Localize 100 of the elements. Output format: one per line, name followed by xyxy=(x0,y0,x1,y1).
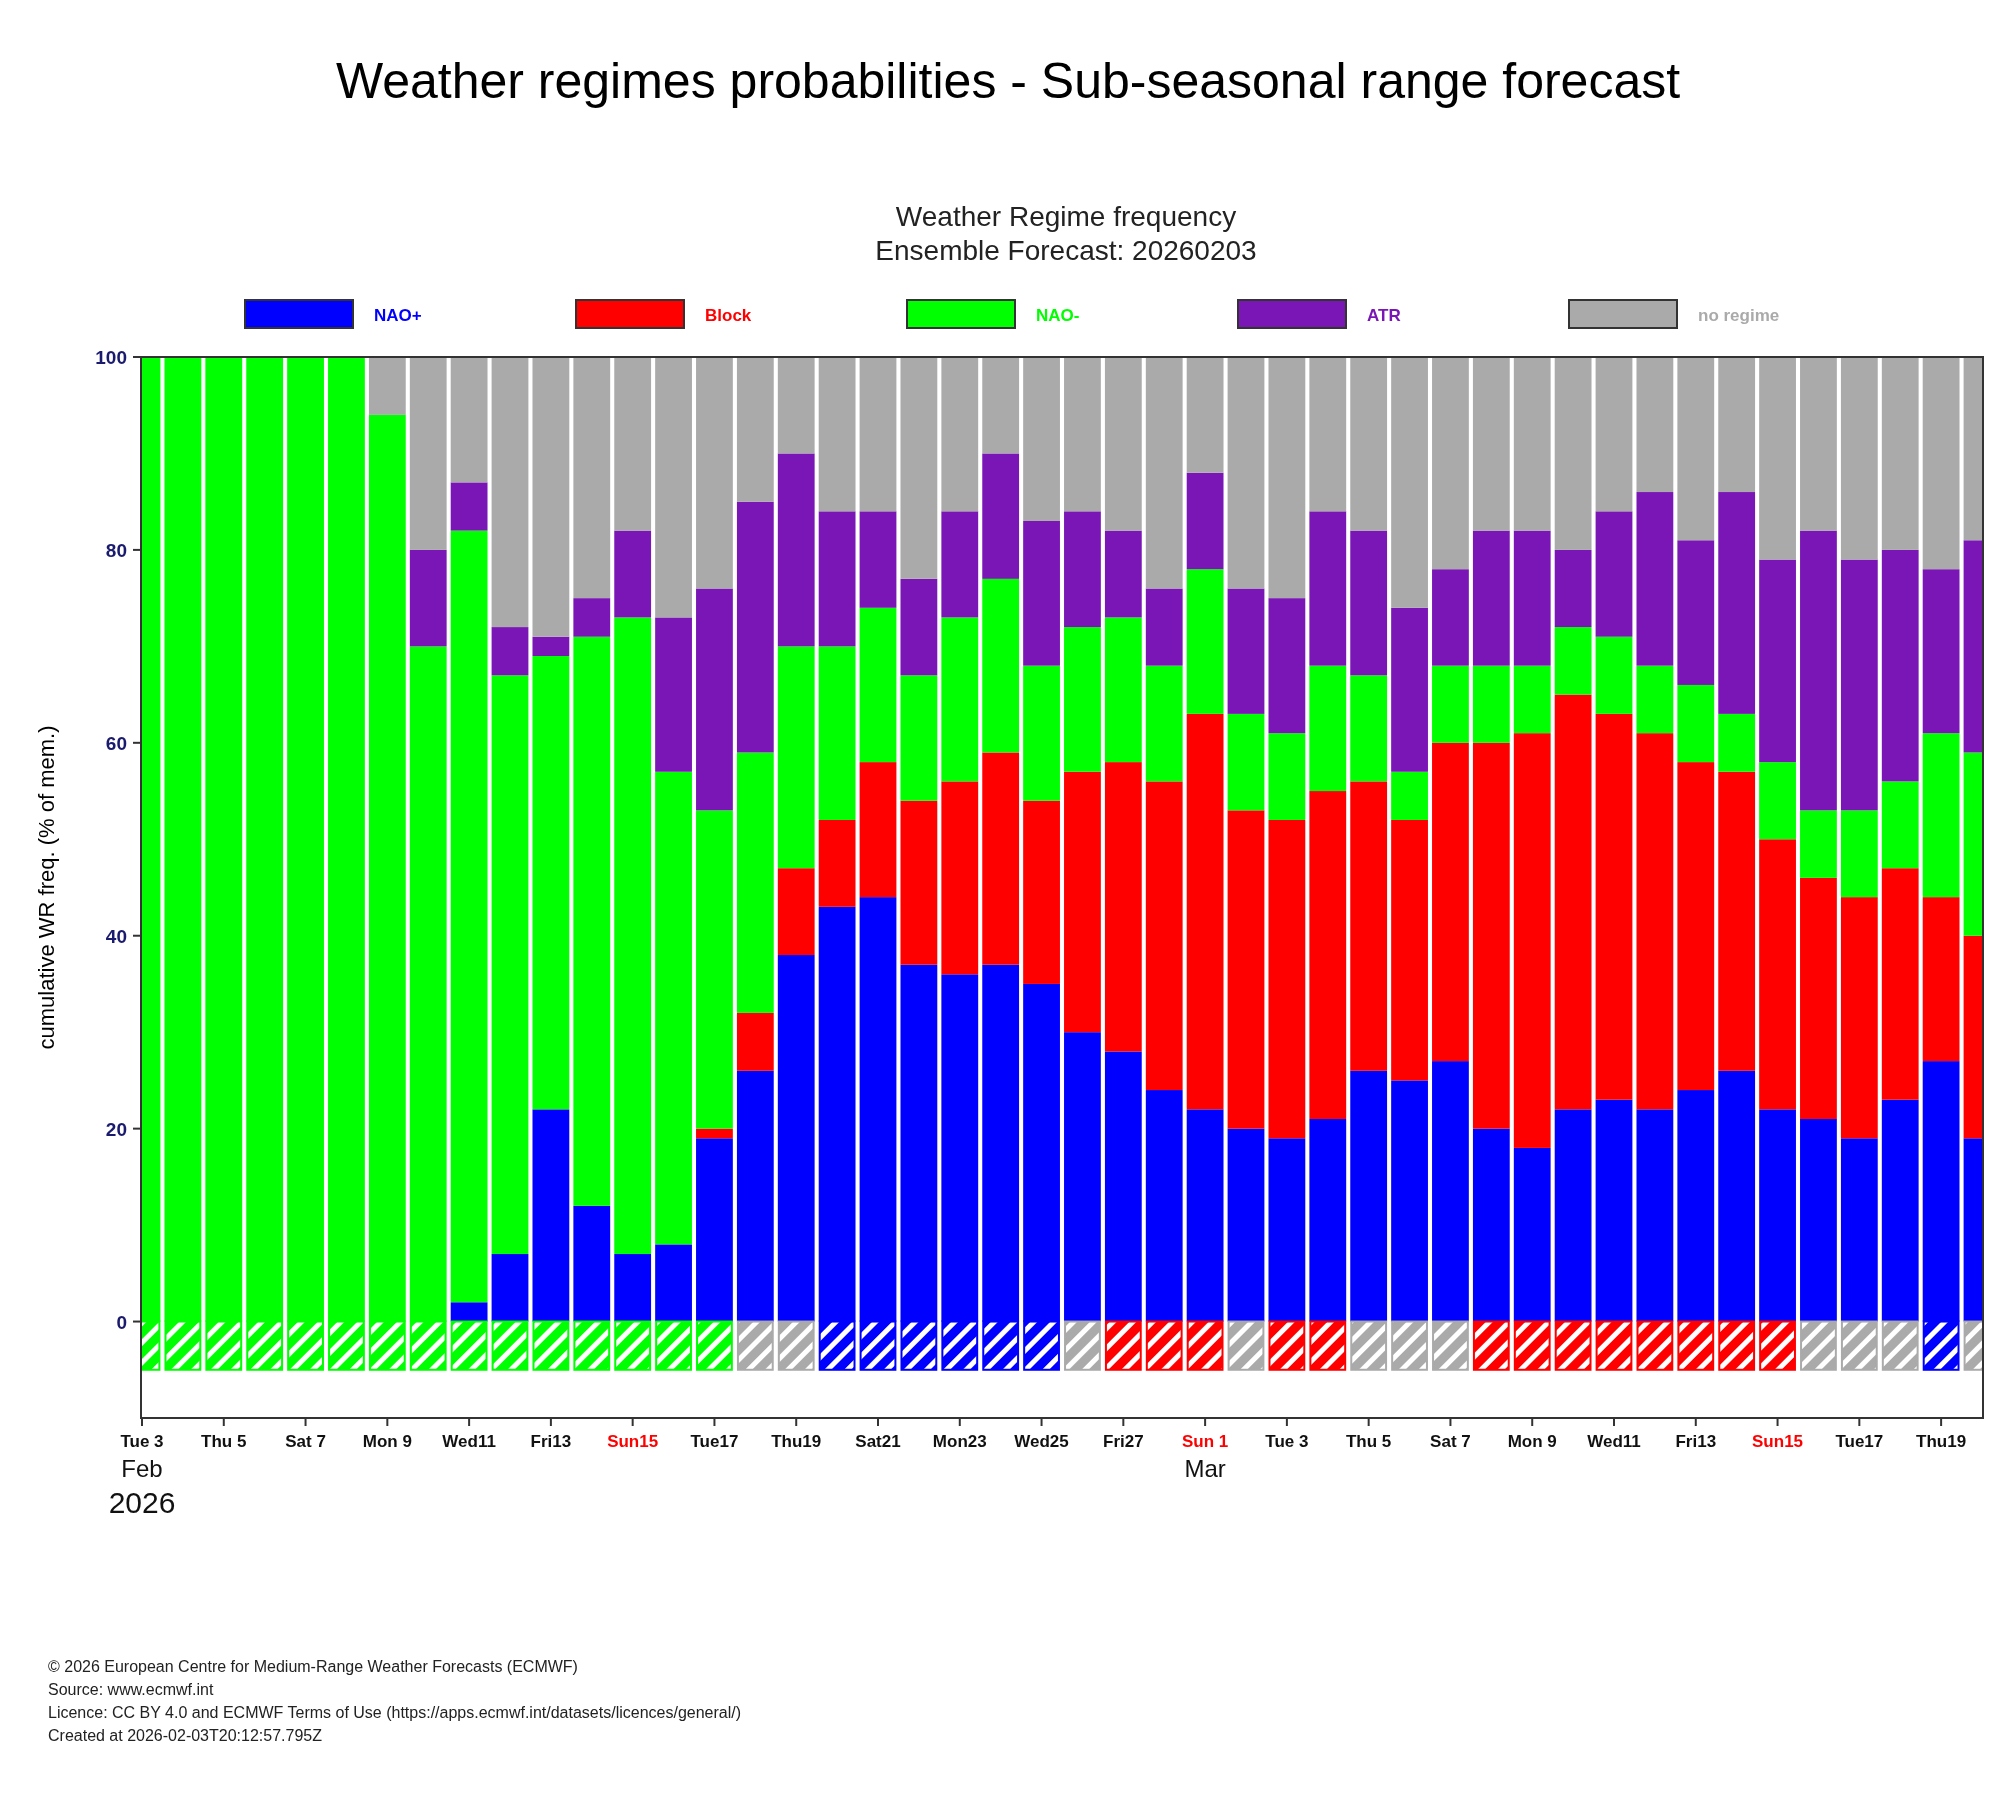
chart-subtitle: Weather Regime frequency Ensemble Forecast: 20260203 xyxy=(875,201,1257,266)
x-tick-label: Sat 7 xyxy=(285,1432,326,1451)
bar xyxy=(1636,357,1674,493)
chart-title: Weather regimes probabilities - Sub-seasonal range forecast xyxy=(335,53,1681,109)
bar xyxy=(491,675,529,1255)
bar xyxy=(1391,357,1428,608)
bar xyxy=(1677,762,1715,1091)
bar xyxy=(1104,357,1142,531)
bar xyxy=(818,819,856,907)
bar xyxy=(1677,540,1715,685)
bar xyxy=(1350,357,1388,531)
bar xyxy=(1472,357,1510,531)
x-tick-label: Sun 1 Mar xyxy=(1181,1432,1229,1482)
x-tick-label: Sun15 xyxy=(1752,1432,1804,1451)
bar xyxy=(1554,357,1592,550)
x-tick-label: Wed25 xyxy=(1014,1432,1069,1451)
bar xyxy=(1513,530,1551,666)
bar xyxy=(1922,733,1960,898)
bar xyxy=(1023,665,1060,801)
bar xyxy=(1064,357,1101,512)
bar xyxy=(1023,520,1060,666)
bar xyxy=(1718,713,1756,772)
bar xyxy=(736,357,774,502)
bar xyxy=(1718,771,1756,1071)
bar xyxy=(1636,733,1674,1110)
x-tick-label: Thu19 xyxy=(1916,1432,1967,1451)
bar xyxy=(1145,357,1183,589)
bar xyxy=(982,752,1020,965)
bar xyxy=(1881,868,1919,1100)
bar xyxy=(1595,636,1633,714)
bar xyxy=(1145,781,1183,1091)
bar xyxy=(614,617,652,1255)
bar xyxy=(859,607,897,763)
bar xyxy=(1554,627,1592,695)
bar xyxy=(1595,713,1633,1100)
bar xyxy=(1432,357,1469,570)
bar xyxy=(1268,733,1306,820)
bar xyxy=(1800,810,1837,878)
bar xyxy=(859,762,897,898)
bar xyxy=(1759,357,1796,560)
bar xyxy=(696,357,733,589)
y-tick-label: 80 xyxy=(105,539,127,561)
bar xyxy=(1554,549,1592,628)
x-tick-label: Thu 5 xyxy=(1345,1432,1392,1451)
bar xyxy=(941,357,979,512)
y-tick-label: 40 xyxy=(105,925,127,947)
bar xyxy=(491,627,529,676)
bar xyxy=(655,771,692,1245)
bar xyxy=(818,646,856,820)
bar xyxy=(982,578,1020,753)
bar xyxy=(1472,530,1510,666)
bar xyxy=(818,357,856,512)
bar xyxy=(1186,472,1224,570)
bar xyxy=(1800,357,1837,531)
bar xyxy=(1104,617,1142,763)
bar xyxy=(1432,665,1469,743)
bar xyxy=(1472,665,1510,743)
source-note: Source: www.ecmwf.int xyxy=(48,1681,214,1698)
bar xyxy=(777,868,815,956)
bar xyxy=(409,549,447,647)
bar xyxy=(818,511,856,647)
bar xyxy=(1227,357,1265,589)
bar xyxy=(614,530,652,618)
bar xyxy=(1840,559,1878,811)
bar xyxy=(1800,877,1837,1119)
bar xyxy=(1432,569,1469,666)
bar xyxy=(655,617,692,772)
bar xyxy=(1227,713,1265,811)
bar xyxy=(941,781,979,975)
bar xyxy=(982,453,1020,579)
bar xyxy=(532,656,570,1110)
text: Created at 2026-02-03T20:12:57.795Z xyxy=(48,1727,323,1744)
bar xyxy=(1186,713,1224,1110)
bar xyxy=(573,636,611,1206)
x-tick-label: Wed11 xyxy=(442,1432,496,1451)
bar xyxy=(1268,357,1306,599)
bar xyxy=(1145,588,1183,666)
bar xyxy=(1840,810,1878,898)
bar xyxy=(1186,569,1224,714)
bar xyxy=(1881,549,1919,782)
bar xyxy=(1554,694,1592,1110)
x-tick-label: Mon 9 xyxy=(1507,1432,1557,1451)
bar xyxy=(777,453,815,647)
bar xyxy=(1145,665,1183,782)
bar xyxy=(900,675,938,801)
bar xyxy=(1023,800,1060,984)
bar xyxy=(1595,511,1633,637)
text: NAO+ xyxy=(374,306,422,325)
bar xyxy=(573,357,611,599)
bar xyxy=(409,357,447,550)
bar xyxy=(1759,762,1796,840)
y-tick-label: 0 xyxy=(116,1311,127,1333)
bar xyxy=(450,482,488,531)
bar xyxy=(1391,771,1428,820)
bar xyxy=(1023,357,1060,521)
bar xyxy=(777,357,815,454)
y-tick-label: 60 xyxy=(105,732,127,754)
bar xyxy=(1759,559,1796,763)
bar xyxy=(941,511,979,618)
bar xyxy=(1064,771,1101,1033)
